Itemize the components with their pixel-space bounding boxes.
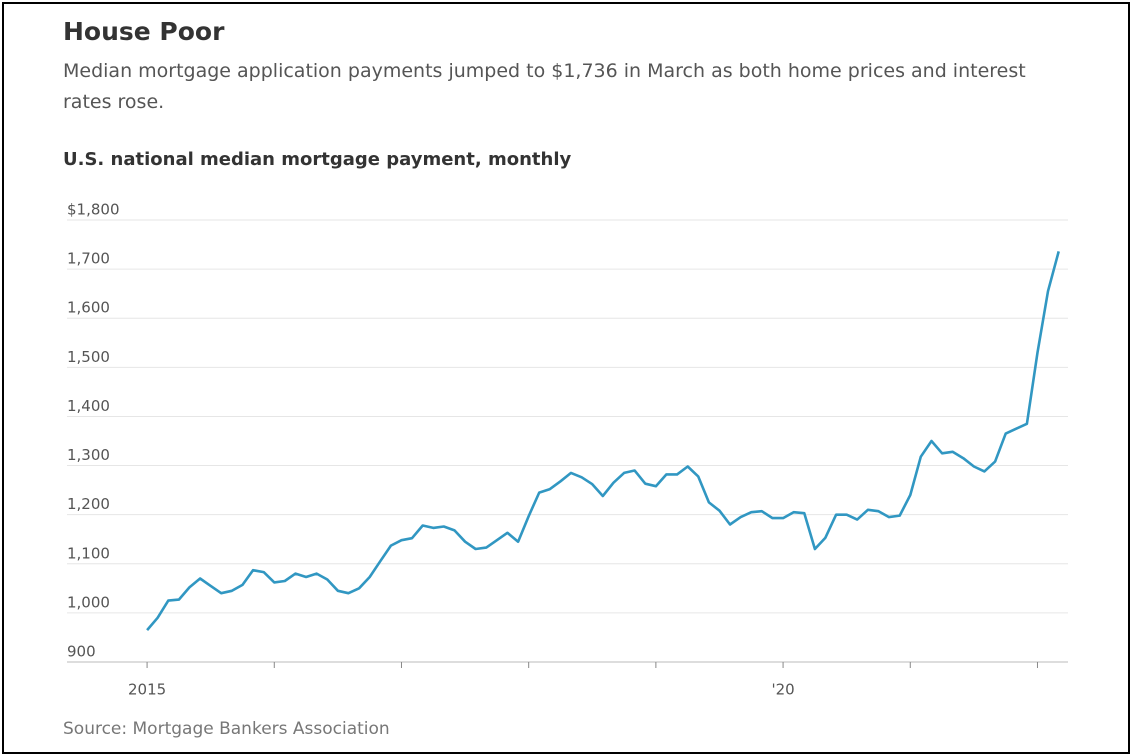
x-tick-label: 2015 <box>128 681 166 699</box>
y-axis-label: U.S. national median mortgage payment, m… <box>63 149 572 170</box>
chart-title: House Poor <box>63 17 225 46</box>
y-tick-label: 1,600 <box>67 299 110 317</box>
y-tick-label: 900 <box>67 643 96 661</box>
y-tick-label: 1,400 <box>67 397 110 415</box>
y-tick-label: 1,300 <box>67 446 110 464</box>
x-tick-label: '20 <box>771 681 794 699</box>
data-line <box>146 251 1060 631</box>
y-tick-label: 1,700 <box>67 250 110 268</box>
y-tick-label: 1,000 <box>67 593 110 611</box>
chart: 900 1,000 1,100 1,200 1,300 1,400 1,500 1,600 1,… <box>67 201 1068 699</box>
y-tick-label: $1,800 <box>67 201 120 219</box>
chart-subtitle: Median mortgage application payments jum… <box>63 60 1026 113</box>
y-tick-label: 1,200 <box>67 495 110 513</box>
source-note: Source: Mortgage Bankers Association <box>63 719 390 739</box>
y-tick-label: 1,500 <box>67 348 110 366</box>
y-tick-label: 1,100 <box>67 544 110 562</box>
